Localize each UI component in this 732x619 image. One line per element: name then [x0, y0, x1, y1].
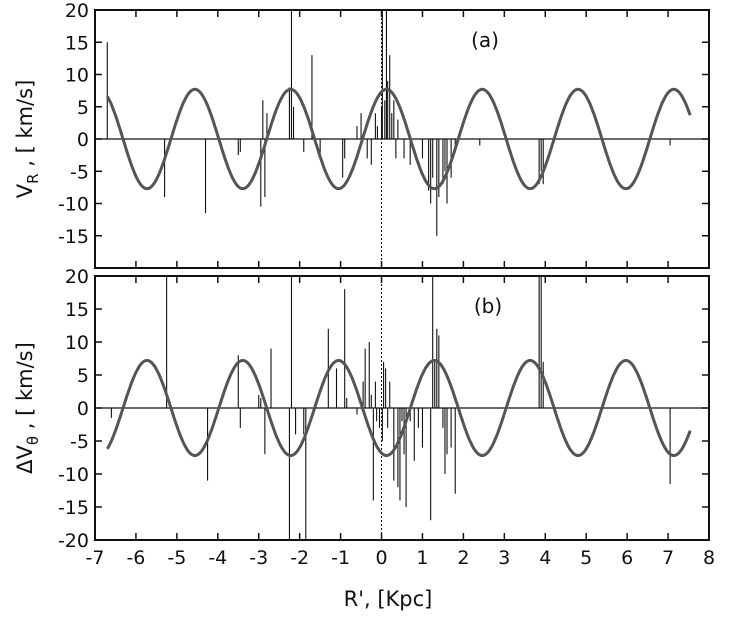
panel-a-y-axis-label: VR , [ km/s]	[13, 80, 42, 199]
x-tick-label: -7	[86, 547, 105, 569]
panel-a-y-axis-label-unit: , [ km/s]	[13, 80, 37, 174]
panel-b-y-axis-label-sub: θ	[24, 436, 42, 445]
panel-b-y-tick-label: 20	[65, 266, 89, 288]
x-tick-label: -5	[167, 547, 186, 569]
panel-a-y-tick-label: -10	[58, 194, 89, 216]
panel-a-y-tick-label: -5	[70, 161, 89, 183]
panel-a-y-tick-label: 20	[65, 0, 89, 22]
panel-b-y-tick-label: 5	[77, 365, 89, 387]
panel-a-y-tick-label: 15	[65, 32, 89, 54]
panel-b-frame	[94, 275, 710, 541]
panel-b-y-axis-label-unit: , [ km/s]	[13, 342, 37, 436]
panel-b-y-tick-label: -5	[70, 431, 89, 453]
panel-b-fit-curve	[106, 359, 692, 457]
x-tick-label: -1	[331, 547, 350, 569]
panel-b-y-tick-label: 10	[65, 332, 89, 354]
panel-b-y-axis-label-main: ΔV	[13, 444, 37, 473]
panel-b-y-axis-label: ΔVθ , [ km/s]	[13, 342, 42, 474]
panel-a-y-tick-label: 5	[77, 97, 89, 119]
x-tick-label: 0	[375, 547, 387, 569]
panel-b-y-tick-label: 0	[77, 398, 89, 420]
x-tick-label: 2	[457, 547, 469, 569]
x-tick-label: 7	[662, 547, 674, 569]
x-tick-label: 8	[703, 547, 715, 569]
x-tick-label: -4	[208, 547, 227, 569]
panel-a-y-tick-labels: -15 -10 -5 0 5 10 15 20	[58, 0, 89, 248]
panel-a-y-tick-label: -15	[58, 226, 89, 248]
panel-a-marks	[94, 9, 710, 268]
panel-b-label: (b)	[474, 294, 502, 318]
panel-b-y-tick-labels: -20 -15 -10 -5 0 5 10 15 20	[58, 266, 89, 552]
x-tick-label: -3	[249, 547, 268, 569]
panel-b-y-tick-label: -15	[58, 497, 89, 519]
x-axis-label: R', [Kpc]	[344, 587, 433, 611]
panel-b-y-tick-label: -20	[58, 530, 89, 552]
x-tick-label: 1	[416, 547, 428, 569]
panel-a-frame	[94, 9, 710, 269]
x-tick-labels: -7 -6 -5 -4 -3 -2 -1 0 1 2 3 4 5 6 7 8	[86, 547, 716, 569]
panel-a-label: (a)	[471, 28, 499, 52]
panel-b-y-tick-label: -10	[58, 464, 89, 486]
panel-b-marks	[94, 275, 710, 541]
x-tick-label: -2	[290, 547, 309, 569]
x-tick-label: 4	[539, 547, 551, 569]
x-tick-label: 3	[498, 547, 510, 569]
panel-a: -15 -10 -5 0 5 10 15 20 (a) VR , [ km/s]	[13, 0, 710, 269]
panel-a-y-axis-label-main: V	[13, 183, 37, 198]
x-tick-label: 5	[580, 547, 592, 569]
panel-a-y-axis-label-sub: R	[24, 173, 42, 183]
panel-b-y-tick-label: 15	[65, 299, 89, 321]
x-tick-label: 6	[621, 547, 633, 569]
panel-a-fit-curve	[105, 87, 692, 191]
x-tick-label: -6	[126, 547, 145, 569]
panel-a-y-tick-label: 10	[65, 65, 89, 87]
panel-a-y-tick-label: 0	[77, 129, 89, 151]
